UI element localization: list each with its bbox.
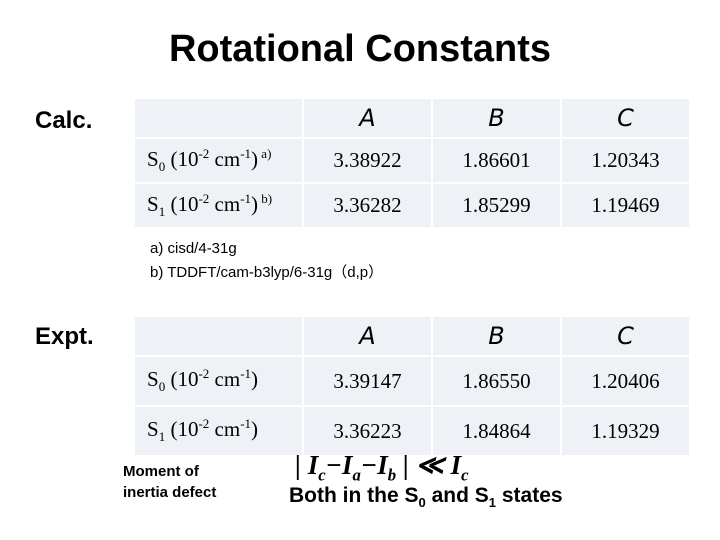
section-label: Expt. [35,323,94,350]
text-part: b [387,465,397,485]
data-table: A B C S0 (10-2 cm-1) 3.39147 1.86550 1.20406 S1… [133,315,691,457]
text-part: -2 [198,145,210,161]
text-part: c [318,465,326,485]
text-part: S [147,367,159,392]
text-part: 0 [418,495,426,511]
footnote: b) TDDFT/cam-b3lyp/6-31g（d,p） [150,264,384,281]
data-table: A B C S0 (10-2 cm-1) a) 3.38922 1.86601 1.2034… [133,97,691,229]
row-label: S0 (10-2 cm-1) [133,355,304,407]
table-cell: 3.38922 [302,137,433,184]
header-cell [133,315,304,357]
table-cell: 3.36282 [302,182,433,229]
text-part: -1 [240,190,252,206]
text-part: -1 [240,416,252,432]
text-part: b) [258,190,273,206]
text-part: S [147,191,159,216]
text-part: c [461,465,469,485]
section-label: Calc. [35,107,93,134]
text-part: 0 [158,159,166,175]
text-part: (10 [165,146,199,171]
text-part: a [352,465,361,485]
text-part: S [147,146,159,171]
text-part: S [147,417,159,442]
header-cell: C [560,315,691,357]
row-label: S1 (10-2 cm-1) b) [133,182,304,229]
header-cell: C [560,97,691,139]
text-part: ) [251,367,259,392]
text-part: and S [425,484,489,507]
slide-title: Rotational Constants [168,28,552,70]
text-part: (10 [165,417,199,442]
table-cell: 1.19329 [560,405,691,457]
header-cell: A [302,97,433,139]
table-cell: 3.39147 [302,355,433,407]
text-part: −I [325,450,353,480]
table-cell: 1.20343 [560,137,691,184]
text-part: Both in the S [289,484,419,507]
text-part: 1 [158,429,166,445]
text-part: -2 [198,190,210,206]
header-cell: B [431,315,562,357]
text-part: 1 [158,204,166,220]
header-cell: B [431,97,562,139]
formula: | Ic−Ia−Ib | ≪ Ic [295,450,469,485]
table-row: S0 (10-2 cm-1) 3.39147 1.86550 1.20406 [133,355,691,407]
text-part: cm [209,191,241,216]
note-label: Moment of [123,463,199,480]
text-part: ) [251,146,259,171]
table-cell: 1.84864 [431,405,562,457]
text-part: ) [251,417,259,442]
table-cell: 1.20406 [560,355,691,407]
table-cell: 1.85299 [431,182,562,229]
header-cell [133,97,304,139]
row-label: S0 (10-2 cm-1) a) [133,137,304,184]
text-part: a) [258,145,272,161]
text-part: states [496,484,563,507]
table-cell: 1.86601 [431,137,562,184]
text-part: -1 [240,366,252,382]
header-cell: A [302,315,433,357]
text-part: ) [251,191,259,216]
row-label: S1 (10-2 cm-1) [133,405,304,457]
text-part: -1 [240,145,252,161]
text-part: | ≪ I [396,450,462,480]
text-part: (10 [165,367,199,392]
table-row: S1 (10-2 cm-1) b) 3.36282 1.85299 1.19469 [133,182,691,229]
text-part: | I [295,450,319,480]
table-cell: 1.19469 [560,182,691,229]
text-part: 1 [488,495,497,511]
text-part: (10 [165,191,199,216]
text-part: cm [209,146,241,171]
text-part: −I [360,450,388,480]
table-cell: 3.36223 [302,405,433,457]
text-part: cm [209,367,241,392]
table-row: S0 (10-2 cm-1) a) 3.38922 1.86601 1.20343 [133,137,691,184]
table-row: S1 (10-2 cm-1) 3.36223 1.84864 1.19329 [133,405,691,457]
footnote: a) cisd/4-31g [150,240,237,257]
statement: Both in the S0 and S1 states [289,484,563,510]
note-label: inertia defect [123,484,217,501]
text-part: 0 [158,379,166,395]
table-cell: 1.86550 [431,355,562,407]
text-part: -2 [198,416,210,432]
text-part: -2 [198,366,210,382]
text-part: cm [209,417,241,442]
